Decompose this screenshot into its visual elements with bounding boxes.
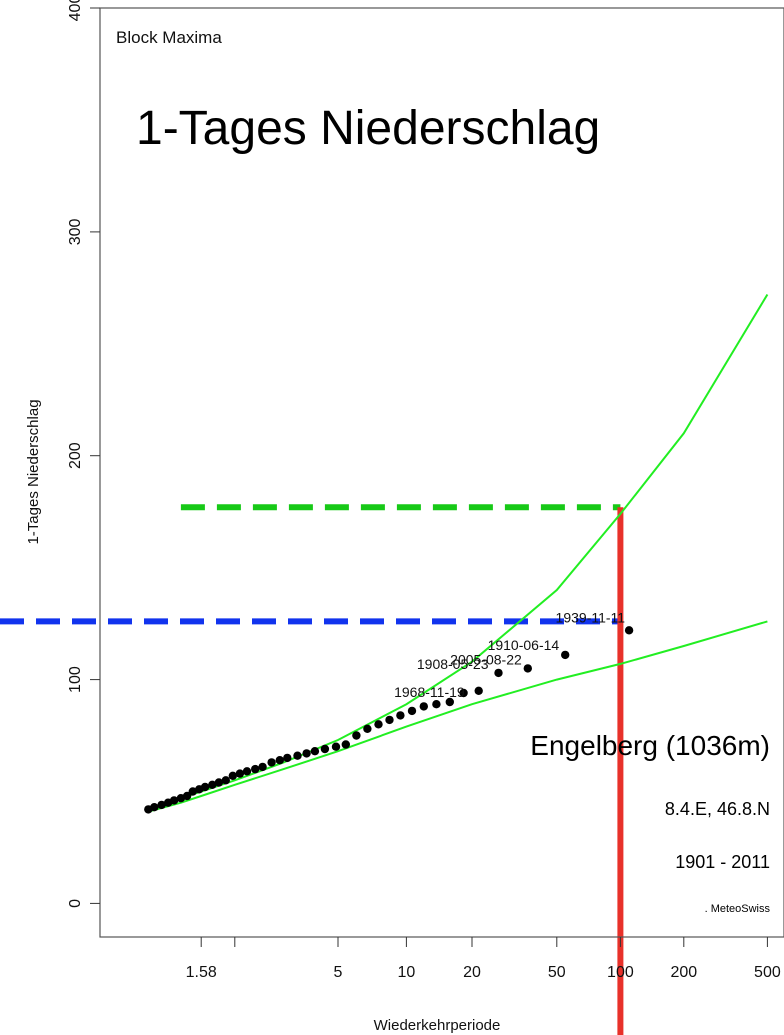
data-point (385, 715, 394, 725)
x-tick-label: 100 (607, 964, 634, 981)
data-point (293, 751, 302, 760)
y-tick-label: 300 (67, 218, 84, 245)
data-point (341, 740, 350, 749)
x-axis-ticks: 1.58 5 10 20 50 100 200 500 (186, 937, 781, 981)
data-point (310, 747, 320, 756)
y-tick-label: 400 (67, 0, 84, 21)
x-tick-label: 50 (548, 964, 566, 981)
data-point (445, 697, 454, 707)
data-point (320, 744, 330, 754)
data-point (169, 796, 179, 805)
y-tick-label: 200 (67, 442, 84, 469)
point-date-label: 1939-11-11 (556, 609, 626, 625)
data-point (188, 787, 197, 796)
axes (99, 7, 784, 938)
chart-title: 1-Tages Niederschlag (136, 102, 600, 155)
y-axis-label: 1-Tages Niederschlag (25, 399, 42, 544)
point-labels: 1939-11-11 1910-06-142005-08-221908-05-23… (394, 609, 625, 700)
station-coordinates: 8.4.E, 46.8.N (665, 799, 770, 819)
point-date-label: 1910-06-14 (488, 637, 560, 653)
data-point (235, 769, 245, 778)
x-tick-label: 500 (754, 964, 781, 981)
corner-label: Block Maxima (116, 28, 222, 47)
record-period: 1901 - 2011 (675, 852, 770, 872)
data-point (494, 668, 503, 678)
data-point (396, 711, 405, 720)
point-date-label: 2005-08-22 (450, 651, 522, 667)
confidence-band-line-2 (148, 620, 768, 813)
data-point (419, 702, 428, 711)
data-point (251, 764, 260, 774)
data-point (221, 776, 230, 785)
plot-frame (99, 7, 784, 938)
data-point (200, 782, 210, 792)
data-point (474, 686, 483, 695)
y-axis-ticks: 0 100 200 300 400 (67, 0, 100, 908)
data-point (267, 758, 276, 767)
data-points (144, 626, 634, 814)
data-point (331, 742, 341, 751)
data-point (561, 650, 570, 660)
data-point (228, 771, 237, 780)
data-point (214, 778, 224, 787)
data-point (432, 700, 441, 709)
data-point (208, 780, 217, 789)
data-point (363, 724, 372, 733)
point-date-label: 1908-05-23 (417, 656, 489, 672)
data-point (182, 791, 192, 801)
point-date-label: 1968-11-19 (394, 684, 465, 700)
data-point (242, 767, 252, 776)
data-source: . MeteoSwiss (705, 903, 771, 915)
data-point (523, 664, 532, 673)
x-tick-label: 200 (670, 964, 697, 981)
data-point (275, 756, 284, 765)
x-tick-label: 20 (463, 964, 481, 981)
y-tick-label: 0 (67, 899, 84, 908)
x-axis-label: Wiederkehrperiode (374, 1017, 501, 1034)
reference-lines (0, 504, 624, 1035)
x-tick-label: 1.58 (186, 964, 217, 981)
y-tick-label: 100 (67, 666, 84, 693)
data-point (302, 749, 311, 758)
data-point (459, 688, 468, 698)
data-point (283, 753, 292, 763)
data-point (374, 720, 383, 729)
data-point (150, 803, 159, 812)
data-point (258, 762, 267, 772)
data-point (157, 800, 166, 810)
station-name: Engelberg (1036m) (530, 730, 770, 761)
x-tick-label: 5 (334, 964, 343, 981)
x-tick-label: 10 (398, 964, 416, 981)
data-point (352, 731, 361, 740)
data-point (624, 626, 634, 635)
data-point (407, 706, 417, 716)
